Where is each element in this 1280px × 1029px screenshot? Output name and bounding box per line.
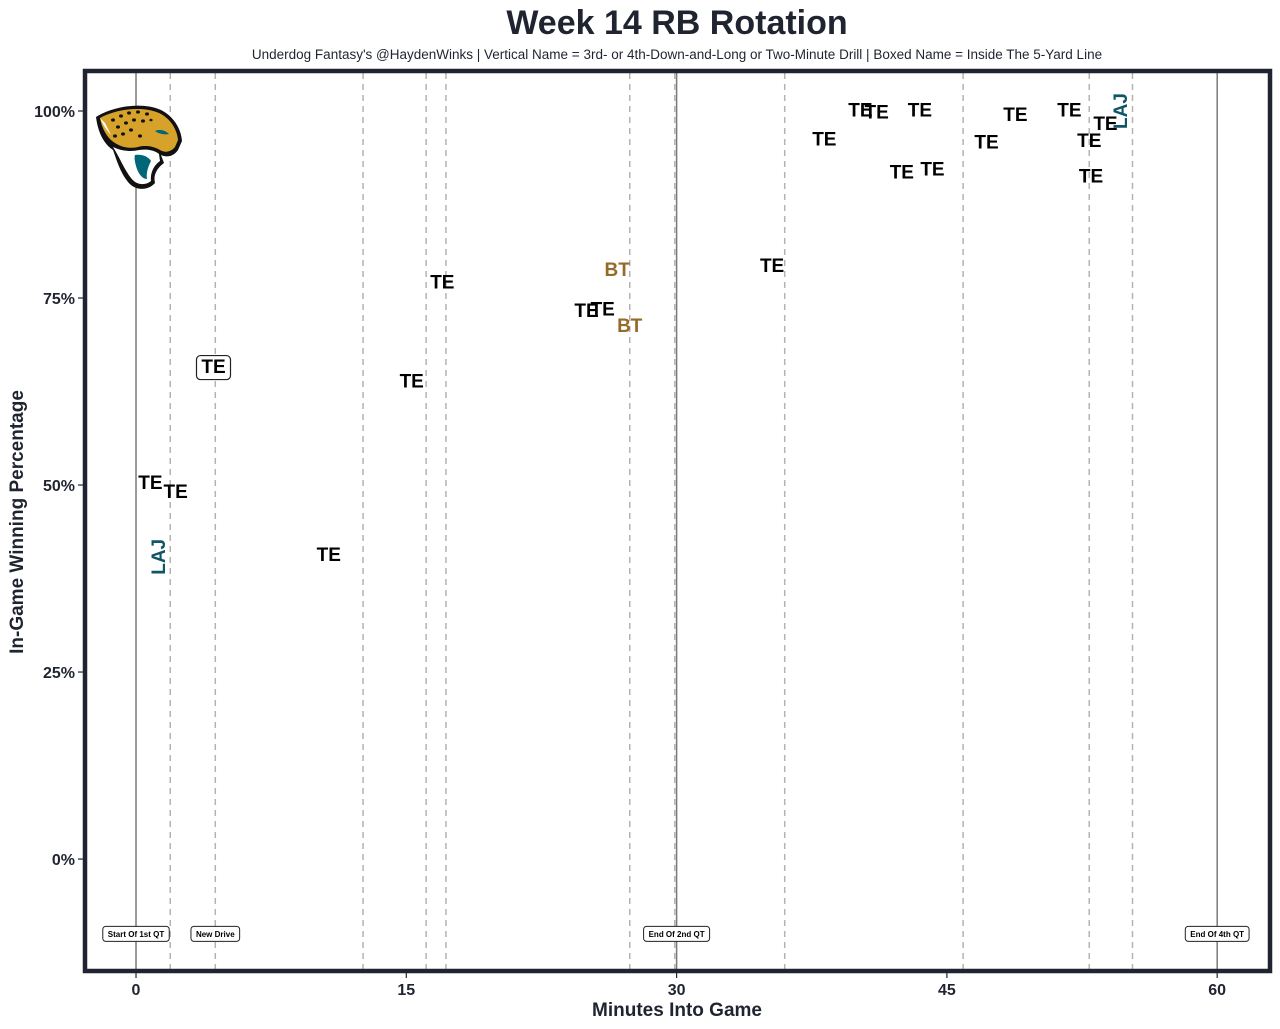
point-label-text: TE [1093, 114, 1117, 135]
point-label-text: TE [430, 273, 454, 294]
point-label-text: TE [760, 256, 784, 277]
player-label-te: TE [1057, 101, 1081, 122]
point-label-text: TE [1079, 166, 1103, 187]
player-label-te: TE [591, 299, 615, 320]
y-tick-label: 0% [52, 852, 75, 869]
player-label-te: TE [1077, 131, 1101, 152]
x-axis-label: Minutes Into Game [592, 1000, 762, 1021]
player-label-te: TE [920, 160, 944, 181]
y-axis-label: In-Game Winning Percentage [7, 390, 28, 654]
annotation-text: End Of 2nd QT [649, 930, 705, 939]
y-tick-label: 75% [43, 291, 75, 308]
point-label-text: LAJ [1111, 93, 1132, 129]
player-label-te: TE [400, 371, 424, 392]
player-label-te: TE [848, 101, 872, 122]
point-label-text: TE [400, 371, 424, 392]
annotation-box [190, 925, 241, 942]
point-label-text: TE [1077, 131, 1101, 152]
point-label-text: TE [1003, 105, 1027, 126]
chart-subtitle: Underdog Fantasy's @HaydenWinks | Vertic… [252, 47, 1102, 62]
point-label-text: TE [812, 130, 836, 151]
event-annotation: End Of 4th QT [1184, 925, 1250, 942]
x-axis-ticks: 0 15 30 45 60 [132, 973, 1226, 999]
player-label-te: TE [760, 256, 784, 277]
player-label-te: TE [164, 482, 188, 503]
point-label-text: TE [574, 301, 598, 322]
player-labels: TE TELAJTETETETETETEBTBTTETETETETETETETET… [138, 93, 1132, 575]
point-label-text: TE [317, 545, 341, 566]
y-tick-label: 25% [43, 665, 75, 682]
annotation-box [643, 925, 711, 942]
point-label-text: LAJ [149, 539, 170, 575]
annotation-box [1184, 925, 1250, 942]
player-label-te: TE [908, 101, 932, 122]
game-event-lines [135, 73, 1218, 969]
point-label-text: TE [974, 133, 998, 154]
event-annotation: End Of 2nd QT [643, 925, 711, 942]
player-label-laj: LAJ [149, 539, 170, 575]
player-label-te: TE [195, 354, 232, 381]
y-tick-label: 100% [34, 104, 75, 121]
y-tick-label: 50% [43, 478, 75, 495]
player-label-te: TE [1079, 166, 1103, 187]
player-label-bt: BT [617, 316, 643, 337]
x-tick-label: 45 [938, 982, 956, 999]
player-label-te: TE [974, 133, 998, 154]
point-label-text: TE [201, 357, 225, 378]
point-label-text: BT [604, 260, 630, 281]
point-label-text: TE [908, 101, 932, 122]
plot-frame [82, 68, 1273, 974]
point-label-text: TE [138, 473, 162, 494]
player-label-te: TE [1003, 105, 1027, 126]
point-label-text: TE [591, 299, 615, 320]
player-label-te: TE [317, 545, 341, 566]
player-label-te: TE [138, 473, 162, 494]
annotation-text: End Of 4th QT [1190, 930, 1244, 939]
player-label-te: TE [812, 130, 836, 151]
inside-5-box [195, 354, 232, 381]
point-label-text: TE [164, 482, 188, 503]
event-annotations: Start Of 1st QT New Drive End Of 2nd QT End… [102, 925, 1250, 942]
player-label-bt: BT [604, 260, 630, 281]
player-label-laj: LAJ [1111, 93, 1132, 129]
chart-title: Week 14 RB Rotation [506, 4, 847, 42]
point-label-text: BT [617, 316, 643, 337]
event-annotation: New Drive [190, 925, 241, 942]
jaguars-logo-icon [96, 105, 182, 189]
x-tick-label: 0 [132, 982, 141, 999]
point-label-text: TE [848, 101, 872, 122]
annotation-box [102, 925, 170, 942]
x-tick-label: 60 [1208, 982, 1226, 999]
y-axis-ticks: 0% 25% 50% 75% 100% [34, 104, 83, 869]
annotation-text: Start Of 1st QT [108, 930, 165, 939]
player-label-te: TE [1093, 114, 1117, 135]
annotation-text: New Drive [196, 930, 235, 939]
point-label-text: TE [1057, 101, 1081, 122]
point-label-text: TE [864, 103, 888, 124]
player-label-te: TE [890, 163, 914, 184]
point-label-text: TE [920, 160, 944, 181]
x-tick-label: 15 [397, 982, 415, 999]
player-label-te: TE [574, 301, 598, 322]
x-tick-label: 30 [668, 982, 686, 999]
event-annotation: Start Of 1st QT [102, 925, 170, 942]
point-label-text: TE [890, 163, 914, 184]
player-label-te: TE [864, 103, 888, 124]
player-label-te: TE [430, 273, 454, 294]
